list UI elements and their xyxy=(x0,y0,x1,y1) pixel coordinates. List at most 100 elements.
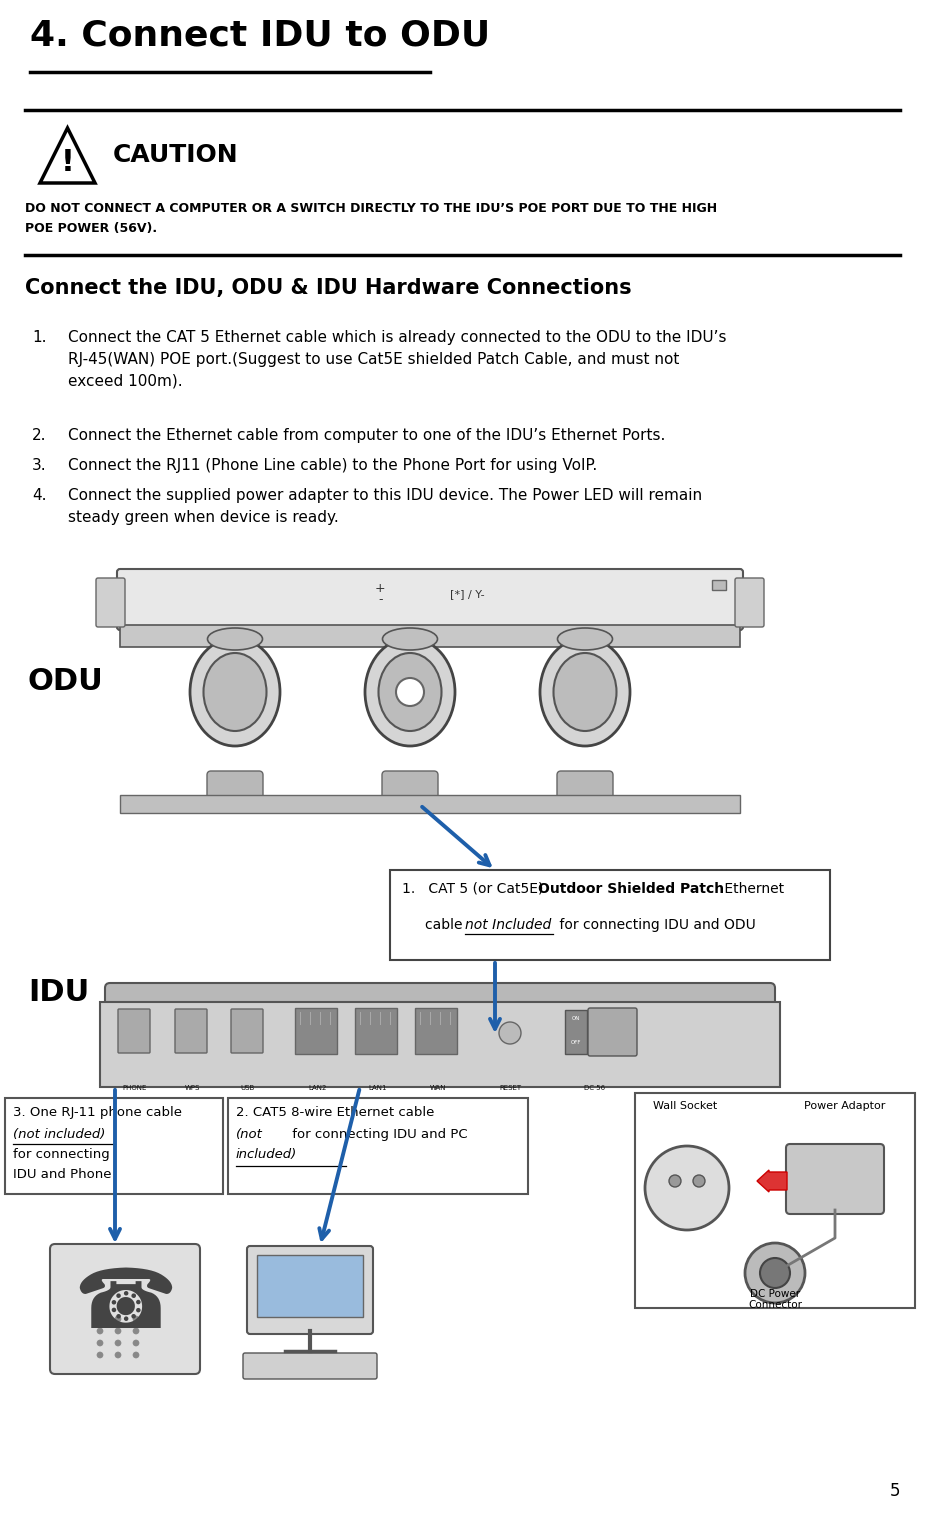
Text: Connect the supplied power adapter to this IDU device. The Power LED will remain: Connect the supplied power adapter to th… xyxy=(68,489,702,525)
Circle shape xyxy=(97,1352,103,1358)
FancyBboxPatch shape xyxy=(564,1011,586,1055)
Circle shape xyxy=(115,1329,121,1333)
Text: 1.   CAT 5 (or Cat5E): 1. CAT 5 (or Cat5E) xyxy=(402,883,548,896)
Text: IDU: IDU xyxy=(28,979,89,1008)
Text: 4. Connect IDU to ODU: 4. Connect IDU to ODU xyxy=(30,18,490,52)
Text: 3. One RJ-11 phone cable: 3. One RJ-11 phone cable xyxy=(13,1106,182,1119)
Text: Power Adaptor: Power Adaptor xyxy=(804,1100,884,1111)
FancyBboxPatch shape xyxy=(174,1009,207,1053)
Circle shape xyxy=(395,677,423,706)
FancyBboxPatch shape xyxy=(5,1097,223,1193)
Circle shape xyxy=(759,1259,789,1288)
Text: Wall Socket: Wall Socket xyxy=(652,1100,716,1111)
Circle shape xyxy=(97,1317,103,1323)
FancyBboxPatch shape xyxy=(557,772,612,811)
Ellipse shape xyxy=(553,653,616,731)
Text: for connecting: for connecting xyxy=(13,1148,110,1161)
FancyBboxPatch shape xyxy=(381,772,437,811)
FancyBboxPatch shape xyxy=(120,794,740,813)
Text: WPS: WPS xyxy=(184,1085,200,1091)
Text: DC Power: DC Power xyxy=(749,1289,799,1298)
Ellipse shape xyxy=(378,653,441,731)
FancyBboxPatch shape xyxy=(390,871,829,960)
FancyBboxPatch shape xyxy=(100,1001,780,1087)
Circle shape xyxy=(133,1339,139,1345)
Text: Connect the Ethernet cable from computer to one of the IDU’s Ethernet Ports.: Connect the Ethernet cable from computer… xyxy=(68,428,664,443)
Circle shape xyxy=(97,1329,103,1333)
Text: [*] / Y-: [*] / Y- xyxy=(449,589,484,600)
FancyBboxPatch shape xyxy=(227,1097,527,1193)
Text: Ethernet: Ethernet xyxy=(719,883,783,896)
Text: (not included): (not included) xyxy=(13,1128,105,1142)
Ellipse shape xyxy=(365,638,455,746)
Text: 2. CAT5 8-wire Ethernet cable: 2. CAT5 8-wire Ethernet cable xyxy=(236,1106,434,1119)
Text: included): included) xyxy=(236,1148,297,1161)
FancyBboxPatch shape xyxy=(415,1008,457,1055)
Circle shape xyxy=(115,1352,121,1358)
Text: ODU: ODU xyxy=(28,668,104,697)
Text: not Included: not Included xyxy=(465,918,550,931)
Text: OFF: OFF xyxy=(570,1040,581,1046)
Circle shape xyxy=(97,1339,103,1345)
Circle shape xyxy=(498,1021,521,1044)
FancyBboxPatch shape xyxy=(295,1008,337,1055)
Circle shape xyxy=(744,1243,805,1303)
Text: 4.: 4. xyxy=(32,489,46,502)
FancyBboxPatch shape xyxy=(105,983,774,1011)
Circle shape xyxy=(133,1329,139,1333)
Text: WAN: WAN xyxy=(430,1085,445,1091)
Text: !: ! xyxy=(60,148,74,177)
Circle shape xyxy=(133,1352,139,1358)
FancyBboxPatch shape xyxy=(587,1008,637,1056)
Ellipse shape xyxy=(207,629,263,650)
FancyBboxPatch shape xyxy=(635,1093,914,1307)
Text: USB: USB xyxy=(240,1085,255,1091)
FancyBboxPatch shape xyxy=(231,1009,263,1053)
FancyBboxPatch shape xyxy=(785,1145,883,1215)
Text: +
-: + - xyxy=(375,581,385,606)
FancyBboxPatch shape xyxy=(247,1247,373,1333)
FancyBboxPatch shape xyxy=(50,1243,200,1374)
FancyBboxPatch shape xyxy=(118,1009,149,1053)
FancyBboxPatch shape xyxy=(120,626,740,647)
Text: (not: (not xyxy=(236,1128,263,1142)
Text: Connector: Connector xyxy=(747,1300,801,1310)
Text: Connect the RJ11 (Phone Line cable) to the Phone Port for using VoIP.: Connect the RJ11 (Phone Line cable) to t… xyxy=(68,458,597,473)
Text: 5: 5 xyxy=(888,1482,899,1501)
FancyBboxPatch shape xyxy=(734,578,763,627)
Text: 3.: 3. xyxy=(32,458,46,473)
Circle shape xyxy=(115,1339,121,1345)
FancyBboxPatch shape xyxy=(257,1256,363,1317)
Text: DO NOT CONNECT A COMPUTER OR A SWITCH DIRECTLY TO THE IDU’S POE PORT DUE TO THE : DO NOT CONNECT A COMPUTER OR A SWITCH DI… xyxy=(25,202,716,215)
Text: for connecting IDU and PC: for connecting IDU and PC xyxy=(288,1128,467,1142)
FancyArrow shape xyxy=(756,1170,786,1192)
FancyBboxPatch shape xyxy=(117,569,742,630)
Text: DC 56: DC 56 xyxy=(584,1085,605,1091)
Text: 2.: 2. xyxy=(32,428,46,443)
FancyBboxPatch shape xyxy=(96,578,125,627)
Circle shape xyxy=(668,1175,680,1187)
Ellipse shape xyxy=(382,629,437,650)
Ellipse shape xyxy=(539,638,629,746)
Text: Outdoor Shielded Patch: Outdoor Shielded Patch xyxy=(537,883,723,896)
Text: cable: cable xyxy=(424,918,467,931)
Ellipse shape xyxy=(557,629,612,650)
Text: CAUTION: CAUTION xyxy=(113,143,238,167)
Text: ON: ON xyxy=(572,1017,580,1021)
Text: Connect the CAT 5 Ethernet cable which is already connected to the ODU to the ID: Connect the CAT 5 Ethernet cable which i… xyxy=(68,330,726,388)
FancyBboxPatch shape xyxy=(243,1353,377,1379)
Text: for connecting IDU and ODU: for connecting IDU and ODU xyxy=(554,918,755,931)
Text: LAN1: LAN1 xyxy=(368,1085,387,1091)
Text: LAN2: LAN2 xyxy=(308,1085,327,1091)
Circle shape xyxy=(133,1317,139,1323)
Text: RESET: RESET xyxy=(498,1085,521,1091)
FancyBboxPatch shape xyxy=(711,580,725,591)
Ellipse shape xyxy=(190,638,279,746)
Text: IDU and Phone: IDU and Phone xyxy=(13,1167,111,1181)
Text: PHONE: PHONE xyxy=(122,1085,147,1091)
Text: 1.: 1. xyxy=(32,330,46,345)
Text: Connect the IDU, ODU & IDU Hardware Connections: Connect the IDU, ODU & IDU Hardware Conn… xyxy=(25,279,631,298)
FancyBboxPatch shape xyxy=(207,772,263,811)
Text: POE POWER (56V).: POE POWER (56V). xyxy=(25,222,157,234)
Circle shape xyxy=(692,1175,704,1187)
